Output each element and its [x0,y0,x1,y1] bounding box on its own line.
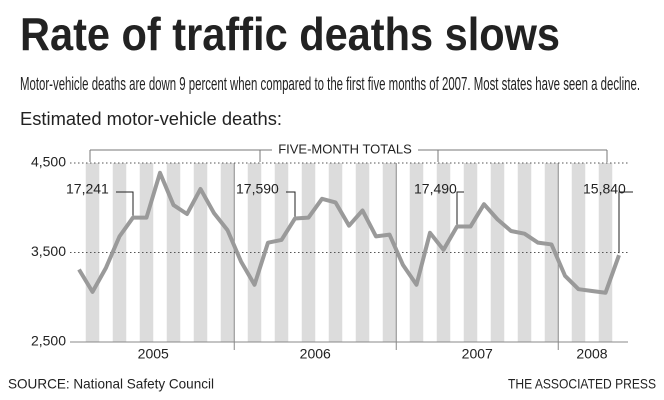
bracket-gap [272,142,418,158]
stripe [193,163,208,342]
stripe [85,163,100,342]
total-label: 17,490 [414,181,457,197]
total-label: 15,840 [583,181,626,197]
stripe [382,163,397,342]
x-tick-label: 2005 [138,346,169,362]
x-tick-label: 2006 [300,346,331,362]
stripe [409,163,424,342]
total-label: 17,241 [66,181,109,197]
chart-title: Rate of traffic deaths slows [20,8,560,60]
leader-line [286,191,296,217]
chart-subtitle: Motor-vehicle deaths are down 9 percent … [20,74,640,94]
total-label: 17,590 [236,181,279,197]
y-tick-label: 4,500 [31,154,66,170]
x-tick-label: 2008 [576,346,607,362]
leader-line [456,191,464,225]
source: SOURCE: National Safety Council [8,376,214,392]
stripe [301,163,316,342]
y-tick-label: 3,500 [31,243,66,259]
leader-line [116,191,134,216]
bracket-label: FIVE-MONTH TOTALS [278,141,412,156]
credit: THE ASSOCIATED PRESS [508,376,656,392]
leader-line [618,191,633,254]
x-tick-label: 2007 [462,346,493,362]
axis-label: Estimated motor-vehicle deaths: [20,109,282,129]
stripe [598,163,613,342]
stripe [274,163,289,342]
data-line [77,170,621,295]
stripe [490,163,505,342]
y-tick-label: 2,500 [31,333,66,349]
stripe [517,163,532,342]
